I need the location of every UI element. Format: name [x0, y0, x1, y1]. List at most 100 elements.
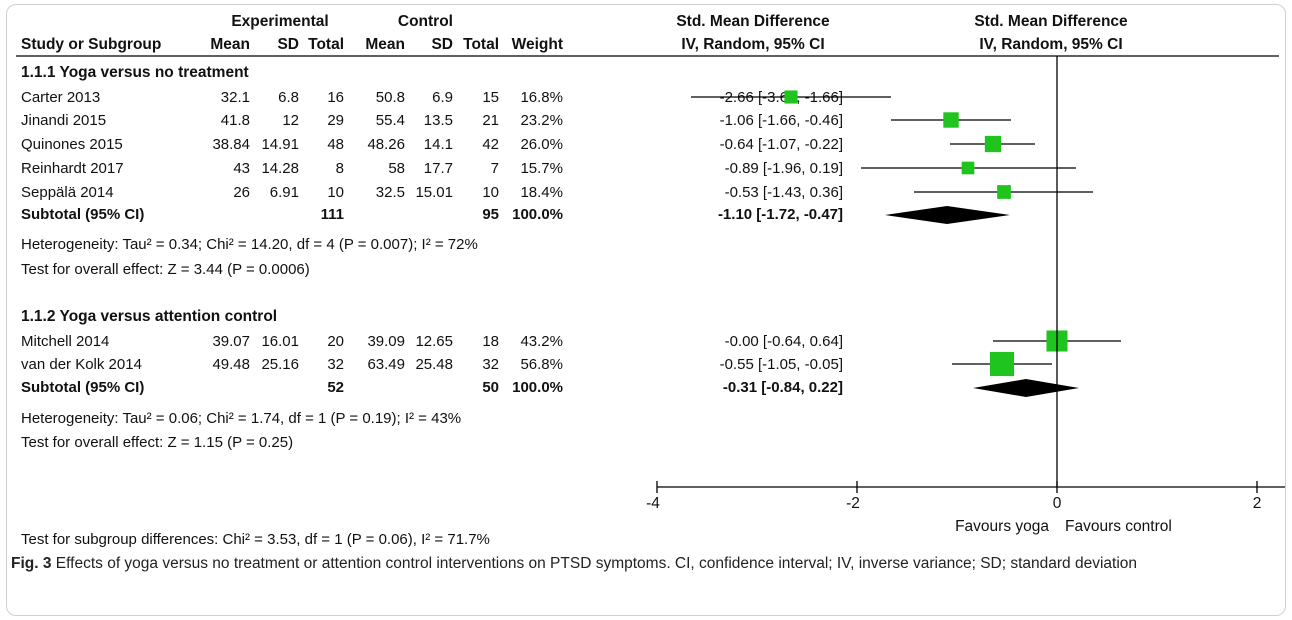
header-c-mean: Mean [365, 36, 405, 53]
heterogeneity-text: Heterogeneity: Tau² = 0.34; Chi² = 14.20… [21, 236, 478, 253]
ctrl-mean: 32.5 [376, 184, 405, 201]
subtotal-ci-text: -0.31 [-0.84, 0.22] [723, 379, 843, 396]
ctrl-mean: 63.49 [367, 356, 405, 373]
ctrl-total: 7 [491, 160, 499, 177]
header-c-sd: SD [431, 36, 453, 53]
weight-value: 23.2% [520, 112, 563, 129]
exp-mean: 49.48 [212, 356, 250, 373]
exp-mean: 43 [233, 160, 250, 177]
ctrl-total: 15 [482, 89, 499, 106]
exp-mean: 41.8 [221, 112, 250, 129]
header-method-left: IV, Random, 95% CI [681, 36, 824, 53]
exp-total: 29 [327, 112, 344, 129]
caption-label: Fig. 3 [11, 555, 52, 572]
study-name: Carter 2013 [21, 89, 100, 106]
exp-sd: 6.91 [270, 184, 299, 201]
smd-ci-text: -1.06 [-1.66, -0.46] [720, 112, 843, 129]
favours-right-label: Favours control [1065, 518, 1172, 535]
exp-sd: 16.01 [261, 333, 299, 350]
exp-sd: 14.91 [261, 136, 299, 153]
smd-ci-text: -0.00 [-0.64, 0.64] [725, 333, 843, 350]
exp-total: 16 [327, 89, 344, 106]
smd-ci-text: -0.55 [-1.05, -0.05] [720, 356, 843, 373]
ctrl-total: 21 [482, 112, 499, 129]
weight-value: 16.8% [520, 89, 563, 106]
exp-total: 8 [336, 160, 344, 177]
header-smd-left: Std. Mean Difference [676, 13, 830, 30]
ctrl-sd: 13.5 [424, 112, 453, 129]
ctrl-total: 18 [482, 333, 499, 350]
effect-marker [989, 351, 1015, 377]
study-name: Jinandi 2015 [21, 112, 106, 129]
overall-effect-text: Test for overall effect: Z = 3.44 (P = 0… [21, 261, 310, 278]
subtotal-label: Subtotal (95% CI) [21, 206, 144, 223]
group-title: 1.1.1 Yoga versus no treatment [21, 64, 249, 81]
study-name: Seppälä 2014 [21, 184, 114, 201]
header-control: Control [398, 13, 453, 30]
effect-marker [943, 112, 959, 128]
header-e-total: Total [308, 36, 344, 53]
exp-total: 10 [327, 184, 344, 201]
ctrl-mean: 58 [388, 160, 405, 177]
x-tick-label: 0 [1053, 495, 1062, 512]
effect-marker [997, 185, 1011, 199]
figure-caption: Fig. 3 Effects of yoga versus no treatme… [11, 553, 1277, 575]
subtotal-label: Subtotal (95% CI) [21, 379, 144, 396]
x-tick-label: -4 [646, 495, 660, 512]
study-name: Reinhardt 2017 [21, 160, 124, 177]
heterogeneity-text: Heterogeneity: Tau² = 0.06; Chi² = 1.74,… [21, 410, 461, 427]
exp-mean: 38.84 [212, 136, 250, 153]
ctrl-mean: 48.26 [367, 136, 405, 153]
favours-left-label: Favours yoga [955, 518, 1049, 535]
effect-marker [784, 90, 798, 104]
exp-sd: 12 [282, 112, 299, 129]
ctrl-mean: 50.8 [376, 89, 405, 106]
subtotal-exp-total: 111 [321, 206, 344, 223]
ctrl-sd: 25.48 [415, 356, 453, 373]
subtotal-exp-total: 52 [327, 379, 344, 396]
weight-value: 18.4% [520, 184, 563, 201]
header-e-sd: SD [277, 36, 299, 53]
subtotal-ci-text: -1.10 [-1.72, -0.47] [718, 206, 843, 223]
exp-sd: 25.16 [261, 356, 299, 373]
header-experimental: Experimental [231, 13, 328, 30]
ctrl-total: 32 [482, 356, 499, 373]
ctrl-total: 42 [482, 136, 499, 153]
ctrl-sd: 6.9 [432, 89, 453, 106]
ctrl-mean: 55.4 [376, 112, 405, 129]
header-method-right: IV, Random, 95% CI [979, 36, 1122, 53]
exp-total: 20 [327, 333, 344, 350]
subtotal-weight: 100.0% [512, 379, 563, 396]
exp-sd: 14.28 [261, 160, 299, 177]
overall-effect-text: Test for overall effect: Z = 1.15 (P = 0… [21, 434, 293, 451]
weight-value: 56.8% [520, 356, 563, 373]
group-title: 1.1.2 Yoga versus attention control [21, 308, 277, 325]
ctrl-mean: 39.09 [367, 333, 405, 350]
header-weight: Weight [512, 36, 563, 53]
effect-marker [984, 135, 1002, 153]
exp-mean: 39.07 [212, 333, 250, 350]
subtotal-diamond [973, 379, 1079, 397]
header-study: Study or Subgroup [21, 36, 161, 53]
study-name: van der Kolk 2014 [21, 356, 142, 373]
smd-ci-text: -0.89 [-1.96, 0.19] [725, 160, 843, 177]
caption-text: Effects of yoga versus no treatment or a… [51, 555, 1138, 572]
effect-marker [961, 161, 975, 175]
exp-mean: 26 [233, 184, 250, 201]
forest-plot: Experimental Control Std. Mean Difference S… [16, 13, 1285, 548]
weight-value: 43.2% [520, 333, 563, 350]
study-name: Quinones 2015 [21, 136, 123, 153]
header-e-mean: Mean [210, 36, 250, 53]
subgroup-test-text: Test for subgroup differences: Chi² = 3.… [21, 531, 490, 548]
ctrl-sd: 14.1 [424, 136, 453, 153]
subtotal-diamond [885, 206, 1010, 224]
x-tick-label: 2 [1253, 495, 1262, 512]
exp-total: 32 [327, 356, 344, 373]
ctrl-sd: 15.01 [415, 184, 453, 201]
exp-mean: 32.1 [221, 89, 250, 106]
subtotal-weight: 100.0% [512, 206, 563, 223]
weight-value: 26.0% [520, 136, 563, 153]
subtotal-ctrl-total: 95 [482, 206, 499, 223]
smd-ci-text: -0.53 [-1.43, 0.36] [725, 184, 843, 201]
exp-sd: 6.8 [278, 89, 299, 106]
